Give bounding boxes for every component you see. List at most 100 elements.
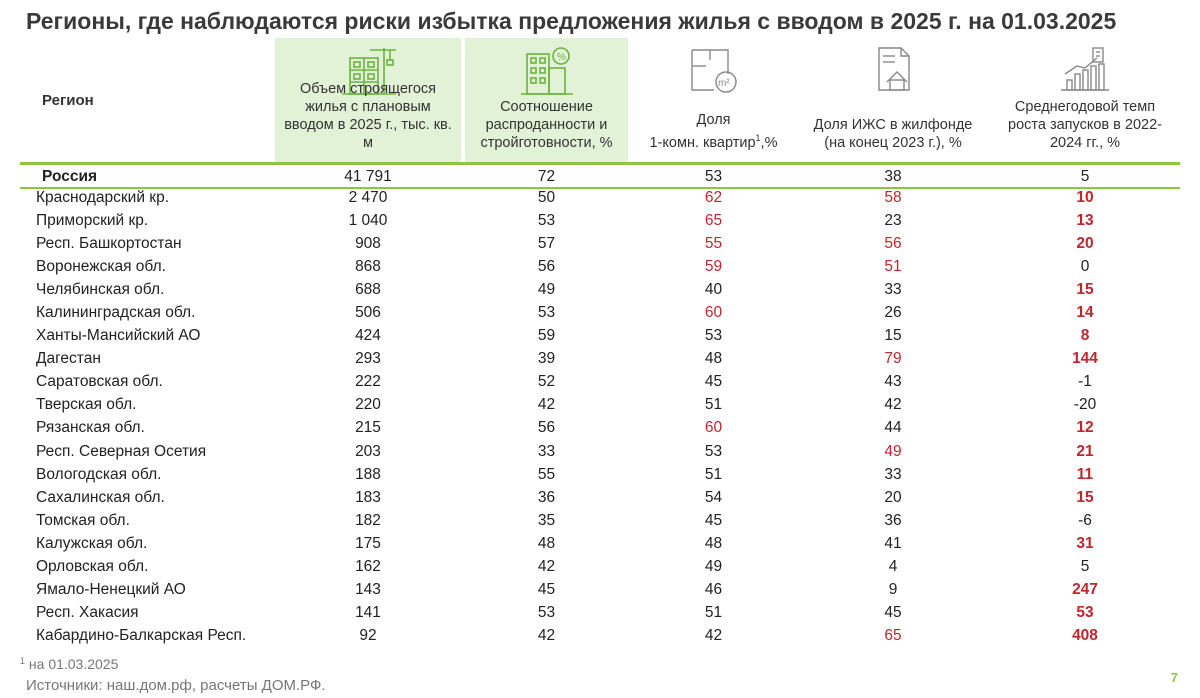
cell-growth: 11: [1076, 465, 1094, 483]
footnote: 1 на 01.03.2025: [20, 656, 118, 672]
cell-izhs: 43: [884, 373, 902, 391]
cell-growth: 21: [1076, 442, 1094, 460]
table-row: Сахалинская обл. 183 36 54 20 15: [20, 487, 1180, 510]
cell-volume: 220: [355, 396, 381, 414]
cell-ratio: 48: [537, 534, 556, 552]
cell-izhs: 36: [884, 511, 902, 529]
cell-growth: -1: [1078, 373, 1092, 391]
header-one-room-label: Доля 1-комн. квартир1,%: [636, 111, 791, 152]
table-row: Ханты-Мансийский АО 424 59 53 15 8: [20, 325, 1180, 348]
cell-volume: 141: [355, 603, 381, 621]
table-row: Дагестан 293 39 48 79 144: [20, 348, 1180, 371]
cell-ratio: 39: [537, 350, 556, 368]
region-name: Респ. Хакасия: [36, 603, 139, 621]
header-volume-label: Объем строящегося жилья с плановым вводо…: [284, 81, 452, 151]
table-body: Россия 41 791 72 53 38 5 Краснодарский к…: [20, 166, 1180, 648]
cell-volume: 2 470: [348, 189, 388, 206]
table-header: Регион Объем строящегося жилья с плановы…: [20, 38, 1180, 162]
cell-izhs: 58: [884, 189, 902, 206]
cell-growth: 408: [1072, 626, 1098, 644]
cell-one-room: 48: [704, 534, 723, 552]
cell-volume: 868: [355, 258, 381, 276]
region-name: Россия: [42, 168, 98, 185]
cell-one-room: 62: [704, 189, 723, 206]
cell-one-room: 53: [704, 442, 723, 460]
cell-izhs: 20: [884, 488, 902, 506]
region-name: Ямало-Ненецкий АО: [36, 580, 186, 598]
cell-volume: 182: [355, 511, 381, 529]
cell-growth: 5: [1080, 168, 1090, 185]
region-name: Вологодская обл.: [36, 465, 162, 483]
header-growth-label: Среднегодовой темп роста запусков в 2022…: [1008, 99, 1162, 151]
cell-volume: 183: [355, 488, 381, 506]
bar-chart-buildings-icon: [1061, 47, 1109, 91]
table-row: Ямало-Ненецкий АО 143 45 46 9 247: [20, 579, 1180, 602]
table-row: Челябинская обл. 688 49 40 33 15: [20, 279, 1180, 302]
region-name: Краснодарский кр.: [36, 189, 170, 206]
cell-one-room: 45: [704, 511, 723, 529]
cell-izhs: 49: [884, 442, 902, 460]
cell-volume: 506: [355, 304, 381, 322]
cell-ratio: 42: [537, 557, 556, 575]
table-row: Респ. Башкортостан 908 57 55 56 20: [20, 233, 1180, 256]
cell-growth: -20: [1073, 396, 1097, 414]
table-row: Рязанская обл. 215 56 60 44 12: [20, 417, 1180, 440]
cell-ratio: 42: [537, 626, 556, 644]
cell-volume: 908: [355, 235, 381, 253]
header-footnote-mark: 1: [755, 133, 761, 143]
cell-ratio: 45: [537, 580, 556, 598]
region-name: Орловская обл.: [36, 557, 149, 575]
region-name: Калужская обл.: [36, 534, 148, 552]
cell-ratio: 72: [537, 168, 556, 185]
cell-volume: 688: [355, 281, 381, 299]
construction-crane-icon: [342, 48, 396, 95]
cell-izhs: 26: [884, 304, 902, 322]
header-ratio-label: Соотношение распроданности и стройготовн…: [480, 99, 613, 151]
cell-growth: 15: [1076, 281, 1094, 299]
cell-izhs: 15: [884, 327, 902, 345]
page-title: Регионы, где наблюдаются риски избытка п…: [26, 8, 1117, 34]
cell-volume: 293: [355, 350, 381, 368]
region-name: Воронежская обл.: [36, 258, 166, 276]
cell-volume: 1 040: [348, 212, 388, 230]
region-name: Ханты-Мансийский АО: [36, 327, 201, 345]
cell-izhs: 56: [884, 235, 902, 253]
header-divider: [20, 162, 1180, 165]
header-one-room-line1: Доля: [696, 112, 731, 128]
floor-plan-icon: m²: [690, 49, 737, 93]
cell-one-room: 46: [704, 580, 723, 598]
table-row: Томская обл. 182 35 45 36 -6: [20, 510, 1180, 533]
cell-one-room: 59: [704, 258, 723, 276]
region-name: Томская обл.: [36, 511, 130, 529]
region-name: Приморский кр.: [36, 212, 149, 230]
cell-growth: 31: [1076, 534, 1094, 552]
table-row: Вологодская обл. 188 55 51 33 11: [20, 464, 1180, 487]
table-row: Орловская обл. 162 42 49 4 5: [20, 556, 1180, 579]
cell-growth: 20: [1076, 235, 1094, 253]
header-one-room-line2: 1-комн. квартир: [649, 135, 756, 151]
table-row: Саратовская обл. 222 52 45 43 -1: [20, 371, 1180, 394]
table-row: Кабардино-Балкарская Респ. 92 42 42 65 408: [20, 625, 1180, 648]
cell-izhs: 65: [884, 626, 902, 644]
table-row: Воронежская обл. 868 56 59 51 0: [20, 256, 1180, 279]
footnote-text: на 01.03.2025: [28, 656, 119, 672]
cell-one-room: 54: [704, 488, 723, 506]
cell-izhs: 33: [884, 465, 902, 483]
cell-izhs: 51: [884, 258, 902, 276]
building-percent-icon: %: [520, 47, 573, 95]
cell-one-room: 49: [704, 557, 723, 575]
page-number: 7: [1170, 670, 1178, 685]
region-name: Рязанская обл.: [36, 419, 145, 437]
cell-izhs: 38: [884, 168, 902, 185]
cell-volume: 222: [355, 373, 381, 391]
cell-one-room: 45: [704, 373, 723, 391]
cell-izhs: 44: [884, 419, 902, 437]
cell-ratio: 59: [537, 327, 556, 345]
cell-izhs: 9: [888, 580, 898, 598]
cell-one-room: 48: [704, 350, 723, 368]
cell-one-room: 53: [704, 168, 723, 185]
table-row: Тверская обл. 220 42 51 42 -20: [20, 394, 1180, 417]
header-izhs-label: Доля ИЖС в жилфонде (на конец 2023 г.), …: [813, 117, 973, 151]
sources: Источники: наш.дом.рф, расчеты ДОМ.РФ.: [26, 677, 326, 694]
footnote-mark: 1: [20, 656, 26, 666]
